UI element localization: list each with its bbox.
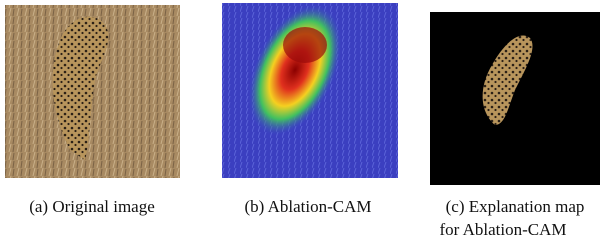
caption: for Ablation-CAM (439, 220, 566, 239)
heatmap-peak (283, 27, 327, 63)
caption: (b) Ablation-CAM (244, 197, 371, 216)
caption: (c) Explanation map (446, 197, 585, 216)
explanation-background (430, 12, 600, 185)
panel-explanation-map (430, 12, 600, 185)
figure: (a) Original image (b) Ablation-CAM (c) … (0, 0, 605, 246)
panel-original (5, 5, 180, 178)
panel-ablation-cam (222, 0, 398, 178)
caption: (a) Original image (29, 197, 155, 216)
